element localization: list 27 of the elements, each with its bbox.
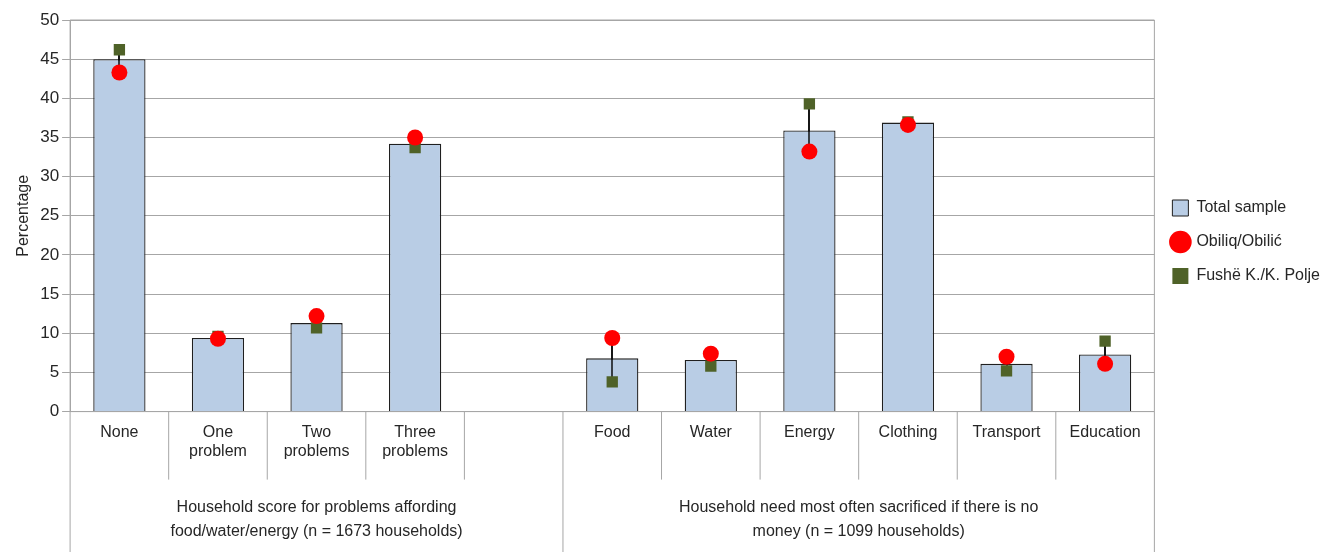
y-tick-label: 50 [40, 9, 60, 29]
x-tick-label: None [100, 422, 139, 440]
y-tick-label: 15 [40, 283, 60, 303]
y-tick-label: 25 [40, 205, 60, 225]
text: Household need most often sacrificed if there is no money (n = 1099 households) [679, 498, 1039, 540]
legend-label: Obiliq/Obilić [1196, 232, 1282, 250]
x-tick-label: Energy [784, 422, 835, 440]
y-tick-label: 5 [49, 362, 60, 382]
y-tick-label: 20 [40, 244, 60, 264]
y-tick-label: 40 [40, 88, 60, 108]
x-tick-label: Transport [972, 422, 1042, 440]
x-tick-label: Food [594, 422, 631, 440]
x-tick-label: One problem [189, 422, 247, 459]
y-tick-label: 10 [40, 322, 60, 342]
x-tick-label: Three problems [382, 422, 449, 459]
x-tick-label: Water [689, 422, 733, 440]
legend-label: Total sample [1196, 198, 1287, 216]
y-tick-label: 35 [40, 127, 60, 147]
x-tick-label: Two problems [283, 422, 350, 459]
y-axis-title: Percentage [14, 174, 32, 257]
legend-label: Fushë K./K. Polje [1196, 266, 1321, 284]
x-tick-label: Education [1069, 422, 1141, 440]
text: Household score for problems affording food/water/energy (n = 1673 households) [170, 498, 463, 540]
x-tick-label: Clothing [878, 422, 938, 440]
y-tick-label: 30 [40, 166, 60, 186]
y-tick-label: 0 [49, 401, 60, 421]
y-tick-label: 45 [40, 48, 60, 68]
